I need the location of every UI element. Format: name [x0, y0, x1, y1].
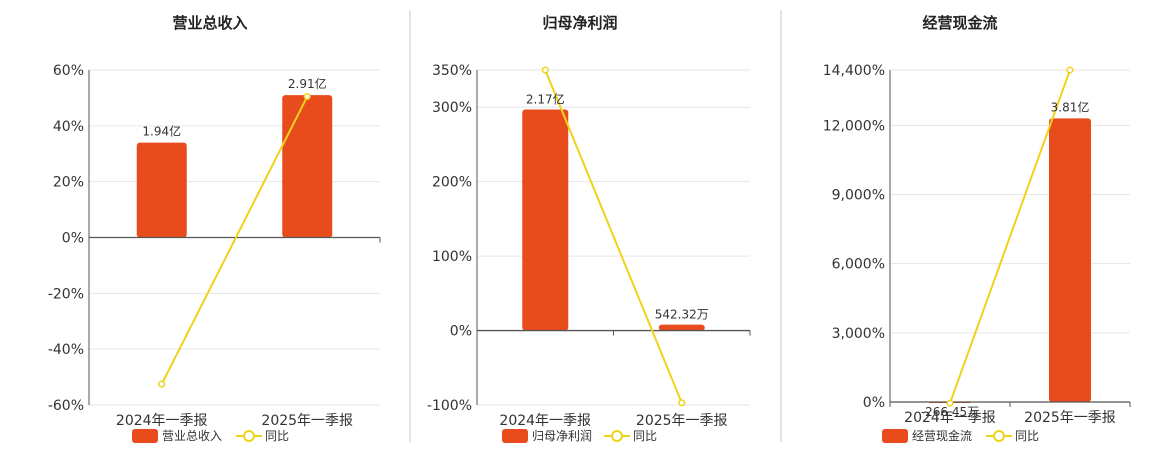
category-labels: 2024年一季报 2025年一季报 — [904, 410, 1116, 426]
legend-line-marker-icon — [611, 430, 623, 442]
y-tick-labels: -100% 0% 100% 200% 300% 350% — [427, 63, 472, 414]
bar — [1049, 118, 1091, 403]
y-tick-label: 20% — [53, 175, 84, 191]
legend[interactable]: 归母净利润 同比 — [502, 429, 657, 443]
legend-line-label: 同比 — [633, 429, 657, 443]
bars — [929, 118, 1091, 403]
data-labels: 2.17亿 542.32万 — [526, 91, 709, 321]
category-labels: 2024年一季报 2025年一季报 — [499, 413, 727, 429]
yoy-line — [158, 92, 311, 388]
y-tick-labels: 0% 3,000% 6,000% 9,000% 12,000% 14,400% — [823, 63, 885, 411]
y-tick-label: 0% — [450, 324, 472, 340]
category-label: 2025年一季报 — [261, 413, 353, 429]
chart-title: 归母净利润 — [542, 14, 617, 32]
legend-bar-swatch — [502, 429, 528, 443]
yoy-point — [541, 66, 549, 74]
y-tick-label: 14,400% — [823, 63, 885, 79]
legend-bar-swatch — [132, 429, 158, 443]
data-label: 542.32万 — [655, 308, 709, 322]
yoy-point — [1066, 66, 1074, 74]
y-tick-label: -20% — [48, 286, 84, 302]
yoy-line — [946, 66, 1074, 407]
bar — [522, 109, 569, 331]
data-labels: -266.45万 3.81亿 — [921, 99, 1090, 419]
yoy-point — [303, 92, 311, 101]
yoy-line-path — [544, 69, 683, 404]
legend-bar-label: 营业总收入 — [162, 429, 222, 443]
yoy-line — [541, 66, 686, 407]
data-label: 2.17亿 — [526, 91, 565, 106]
legend-line-label: 同比 — [265, 429, 289, 443]
bar — [658, 324, 705, 331]
y-tick-label: 12,000% — [823, 118, 885, 134]
y-tick-label: 6,000% — [832, 257, 885, 273]
legend-bar-label: 归母净利润 — [532, 429, 592, 443]
bars — [136, 95, 333, 238]
legend[interactable]: 营业总收入 同比 — [132, 429, 289, 443]
chart-revenue: 营业总收入 -60%-40%-20%0%20%40%60% 2024年一季报 20… — [48, 14, 381, 443]
data-labels: 1.94亿 2.91亿 — [142, 76, 326, 138]
data-label: 2.91亿 — [288, 76, 327, 91]
legend[interactable]: 经营现金流 同比 — [882, 428, 1039, 443]
data-label: 3.81亿 — [1051, 99, 1090, 114]
category-label: 2025年一季报 — [1024, 410, 1116, 426]
data-label: -266.45万 — [921, 405, 979, 419]
y-tick-label: 0% — [863, 395, 885, 411]
yoy-line-path — [949, 69, 1071, 404]
yoy-point — [158, 380, 166, 388]
category-label: 2025年一季报 — [636, 413, 728, 429]
chart-net-profit: 归母净利润 -100%0%100%200%300%350% 2024年一季报 20… — [427, 14, 751, 443]
y-tick-label: 200% — [432, 175, 472, 191]
data-label: 1.94亿 — [142, 124, 181, 139]
y-tick-label: 60% — [53, 63, 84, 79]
yoy-point — [678, 399, 686, 407]
chart-operating-cash-flow: 经营现金流 0% 3,000% 6,000% 9,000% 12,000% 14,400%… — [823, 14, 1131, 443]
y-tick-label: 3,000% — [832, 326, 885, 342]
y-tick-label: 300% — [432, 100, 472, 116]
y-tick-label: -40% — [48, 342, 84, 358]
axes — [88, 70, 381, 405]
bar — [282, 95, 333, 238]
category-labels: 2024年一季报 2025年一季报 — [116, 413, 353, 429]
y-tick-labels: -60% -40% -20% 0% 20% 40% 60% — [48, 63, 84, 414]
y-tick-label: 0% — [62, 231, 84, 247]
y-tick-label: 350% — [432, 63, 472, 79]
category-label: 2024年一季报 — [116, 413, 208, 429]
y-tick-label: -60% — [48, 398, 84, 414]
yoy-line-path — [160, 96, 309, 385]
y-tick-label: 9,000% — [832, 188, 885, 204]
y-tick-label: -100% — [427, 398, 472, 414]
y-tick-label: 40% — [53, 119, 84, 135]
axes — [476, 70, 751, 405]
legend-line-marker-icon — [993, 430, 1005, 442]
legend-bar-swatch — [882, 429, 908, 443]
axes — [889, 70, 1131, 407]
category-label: 2024年一季报 — [499, 413, 591, 429]
bars — [522, 109, 705, 331]
yoy-point — [946, 399, 954, 407]
chart-title: 营业总收入 — [172, 14, 247, 32]
category-label: 2024年一季报 — [904, 410, 996, 426]
bar — [136, 142, 187, 238]
legend-line-label: 同比 — [1015, 429, 1039, 443]
y-tick-label: 100% — [432, 249, 472, 265]
chart-title: 经营现金流 — [922, 14, 997, 32]
legend-line-marker-icon — [243, 430, 255, 442]
legend-bar-label: 经营现金流 — [912, 428, 972, 443]
